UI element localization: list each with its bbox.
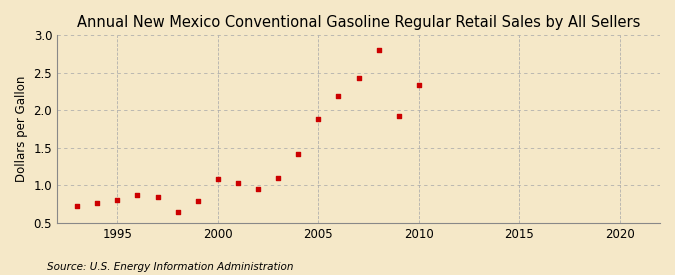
Point [172,210,183,214]
Point [333,94,344,98]
Point [132,193,143,197]
Point [112,198,123,203]
Y-axis label: Dollars per Gallon: Dollars per Gallon [15,76,28,182]
Point [313,116,324,121]
Point [152,195,163,200]
Point [252,187,263,191]
Point [273,176,284,180]
Title: Annual New Mexico Conventional Gasoline Regular Retail Sales by All Sellers: Annual New Mexico Conventional Gasoline … [77,15,640,30]
Point [92,200,103,205]
Point [72,204,82,208]
Point [192,199,203,203]
Point [413,83,424,87]
Point [353,76,364,80]
Point [232,181,243,185]
Point [394,113,404,118]
Point [213,177,223,181]
Text: Source: U.S. Energy Information Administration: Source: U.S. Energy Information Administ… [47,262,294,272]
Point [373,48,384,53]
Point [293,152,304,156]
